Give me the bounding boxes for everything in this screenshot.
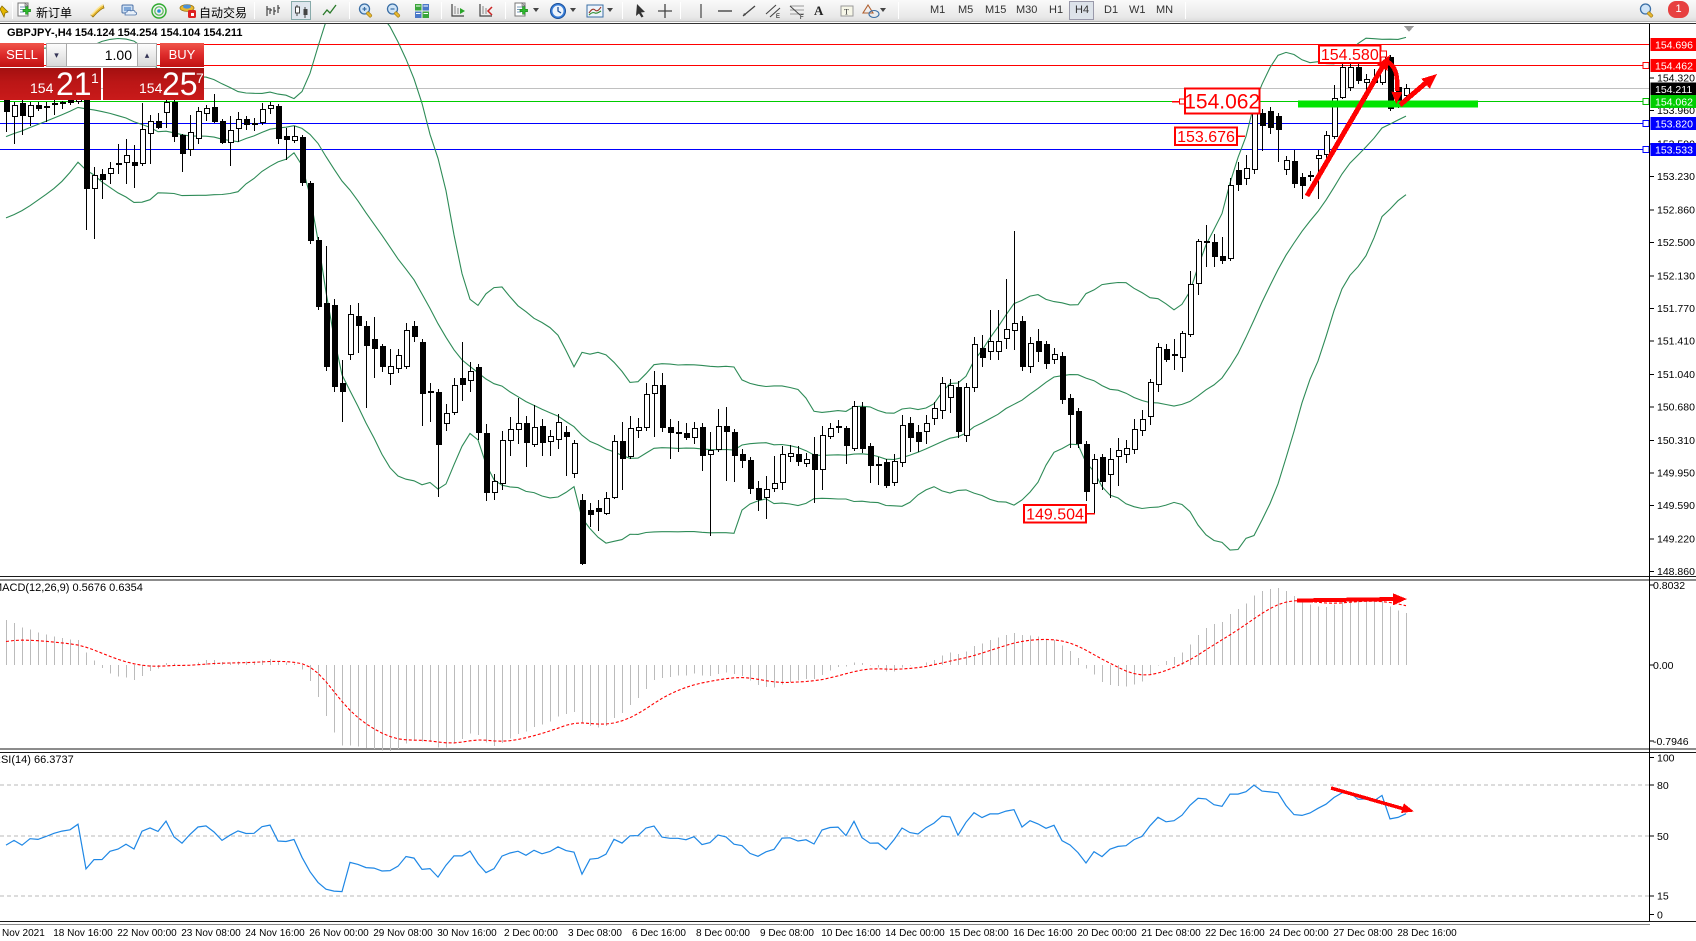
svg-text:27 Dec 08:00: 27 Dec 08:00 — [1333, 928, 1393, 939]
svg-text:26 Nov 00:00: 26 Nov 00:00 — [309, 928, 369, 939]
svg-text:2 Dec 00:00: 2 Dec 00:00 — [504, 928, 558, 939]
svg-text:153.533: 153.533 — [1655, 144, 1693, 156]
svg-text:152.860: 152.860 — [1657, 205, 1695, 217]
svg-text:24 Nov 16:00: 24 Nov 16:00 — [245, 928, 305, 939]
svg-text:E: E — [776, 14, 780, 20]
svg-text:149.590: 149.590 — [1657, 500, 1695, 512]
svg-text:0.00: 0.00 — [1653, 660, 1674, 672]
svg-text:29 Nov 08:00: 29 Nov 08:00 — [373, 928, 433, 939]
svg-text:80: 80 — [1657, 780, 1669, 792]
svg-text:10 Dec 16:00: 10 Dec 16:00 — [821, 928, 881, 939]
svg-text:151.040: 151.040 — [1657, 369, 1695, 381]
svg-text:149.220: 149.220 — [1657, 534, 1695, 546]
svg-text:148.860: 148.860 — [1657, 566, 1695, 578]
svg-text:8 Dec 00:00: 8 Dec 00:00 — [696, 928, 750, 939]
svg-text:153.960: 153.960 — [1657, 105, 1695, 117]
svg-text:100: 100 — [1657, 752, 1675, 764]
svg-text:0.8032: 0.8032 — [1653, 580, 1685, 592]
svg-text:154.320: 154.320 — [1657, 73, 1695, 85]
svg-text:154.062: 154.062 — [1184, 90, 1260, 113]
svg-text:9 Dec 08:00: 9 Dec 08:00 — [760, 928, 814, 939]
svg-text:151.410: 151.410 — [1657, 336, 1695, 348]
svg-text:0: 0 — [1657, 909, 1663, 921]
svg-text:GBPJPY-,H4 154.124 154.254 15: GBPJPY-,H4 154.124 154.254 154.104 154.2… — [7, 27, 242, 39]
svg-text:MACD(12,26,9) 0.5676 0.6354: MACD(12,26,9) 0.5676 0.6354 — [0, 582, 143, 594]
svg-text:30 Nov 16:00: 30 Nov 16:00 — [437, 928, 497, 939]
svg-text:21 Dec 08:00: 21 Dec 08:00 — [1141, 928, 1201, 939]
svg-text:153.676: 153.676 — [1177, 129, 1235, 146]
svg-text:15 Dec 08:00: 15 Dec 08:00 — [949, 928, 1009, 939]
svg-text:150.680: 150.680 — [1657, 402, 1695, 414]
svg-text:3 Dec 08:00: 3 Dec 08:00 — [568, 928, 622, 939]
svg-text:50: 50 — [1657, 831, 1669, 843]
svg-text:149.950: 149.950 — [1657, 468, 1695, 480]
svg-text:24 Dec 00:00: 24 Dec 00:00 — [1269, 928, 1329, 939]
svg-text:154.062: 154.062 — [1655, 96, 1693, 108]
svg-text:Nov 2021: Nov 2021 — [2, 928, 45, 939]
svg-text:28 Dec 16:00: 28 Dec 16:00 — [1397, 928, 1457, 939]
svg-text:F: F — [800, 15, 804, 20]
svg-text:154.462: 154.462 — [1655, 60, 1693, 72]
svg-text:154.211: 154.211 — [1655, 84, 1692, 96]
svg-text:153.820: 153.820 — [1655, 118, 1693, 130]
svg-text:14 Dec 00:00: 14 Dec 00:00 — [885, 928, 945, 939]
svg-text:RSI(14) 66.3737: RSI(14) 66.3737 — [0, 754, 74, 766]
svg-text:152.130: 152.130 — [1657, 271, 1695, 283]
svg-text:15: 15 — [1657, 891, 1669, 903]
svg-text:154.580: 154.580 — [1321, 47, 1379, 64]
svg-text:-0.7946: -0.7946 — [1653, 736, 1689, 748]
svg-text:22 Dec 16:00: 22 Dec 16:00 — [1205, 928, 1265, 939]
svg-text:18 Nov 16:00: 18 Nov 16:00 — [53, 928, 113, 939]
svg-text:152.500: 152.500 — [1657, 237, 1695, 249]
svg-text:22 Nov 00:00: 22 Nov 00:00 — [117, 928, 177, 939]
svg-text:151.770: 151.770 — [1657, 303, 1695, 315]
svg-text:16 Dec 16:00: 16 Dec 16:00 — [1013, 928, 1073, 939]
svg-text:154.696: 154.696 — [1655, 39, 1693, 51]
svg-text:23 Nov 08:00: 23 Nov 08:00 — [181, 928, 241, 939]
svg-text:20 Dec 00:00: 20 Dec 00:00 — [1077, 928, 1137, 939]
svg-text:149.504: 149.504 — [1026, 506, 1084, 523]
svg-text:150.310: 150.310 — [1657, 435, 1695, 447]
svg-text:6 Dec 16:00: 6 Dec 16:00 — [632, 928, 686, 939]
svg-text:T: T — [844, 8, 849, 17]
svg-text:153.230: 153.230 — [1657, 171, 1695, 183]
